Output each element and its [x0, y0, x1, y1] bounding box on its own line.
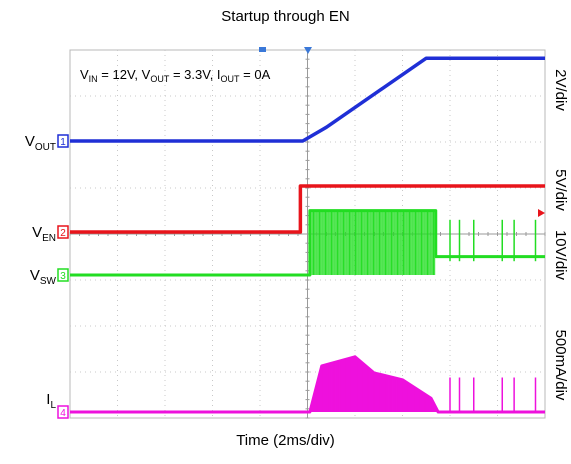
- x-axis-label: Time (2ms/div): [236, 432, 335, 449]
- conditions-annotation: VIN = 12V, VOUT = 3.3V, IOUT = 0A: [80, 67, 271, 84]
- channel-label-ch2: VEN: [32, 224, 56, 244]
- channel-label-ch4: IL: [46, 391, 56, 411]
- trace-ch1: [70, 56, 545, 143]
- channel-marker-ch1: 1: [57, 134, 69, 148]
- traces: 1 2 3 4: [57, 56, 545, 419]
- scale-label-ch2: 5V/div: [552, 169, 569, 211]
- channel-label-ch3: VSW: [30, 267, 57, 287]
- channel-marker-ch4: 4: [57, 405, 69, 419]
- channel-label-ch1: VOUT: [25, 133, 56, 153]
- trigger-position-marker: [304, 47, 312, 54]
- channel-labels: VOUT VEN VSW IL: [25, 133, 57, 411]
- scale-label-ch1: 2V/div: [552, 69, 569, 111]
- channel-number: 1: [60, 137, 66, 148]
- channel-marker-ch3: 3: [57, 268, 69, 282]
- trace-ch2: [70, 184, 545, 234]
- switching-burst-ch3: [309, 210, 537, 275]
- channel-marker-ch2: 2: [57, 225, 69, 239]
- scale-label-ch3: 10V/div: [552, 230, 569, 281]
- scale-labels: 2V/div 5V/div 10V/div 500mA/div: [552, 69, 569, 401]
- trace-ch3: [70, 209, 545, 277]
- channel-number: 3: [60, 271, 66, 282]
- scale-label-ch4: 500mA/div: [552, 330, 569, 401]
- chart-title: Startup through EN: [221, 8, 350, 25]
- time-reference-marker: [259, 47, 266, 52]
- trigger-level-marker: [538, 209, 545, 217]
- channel-number: 2: [60, 228, 66, 239]
- channel-number: 4: [60, 408, 66, 419]
- inductor-current-ripple-ch4: [309, 356, 537, 412]
